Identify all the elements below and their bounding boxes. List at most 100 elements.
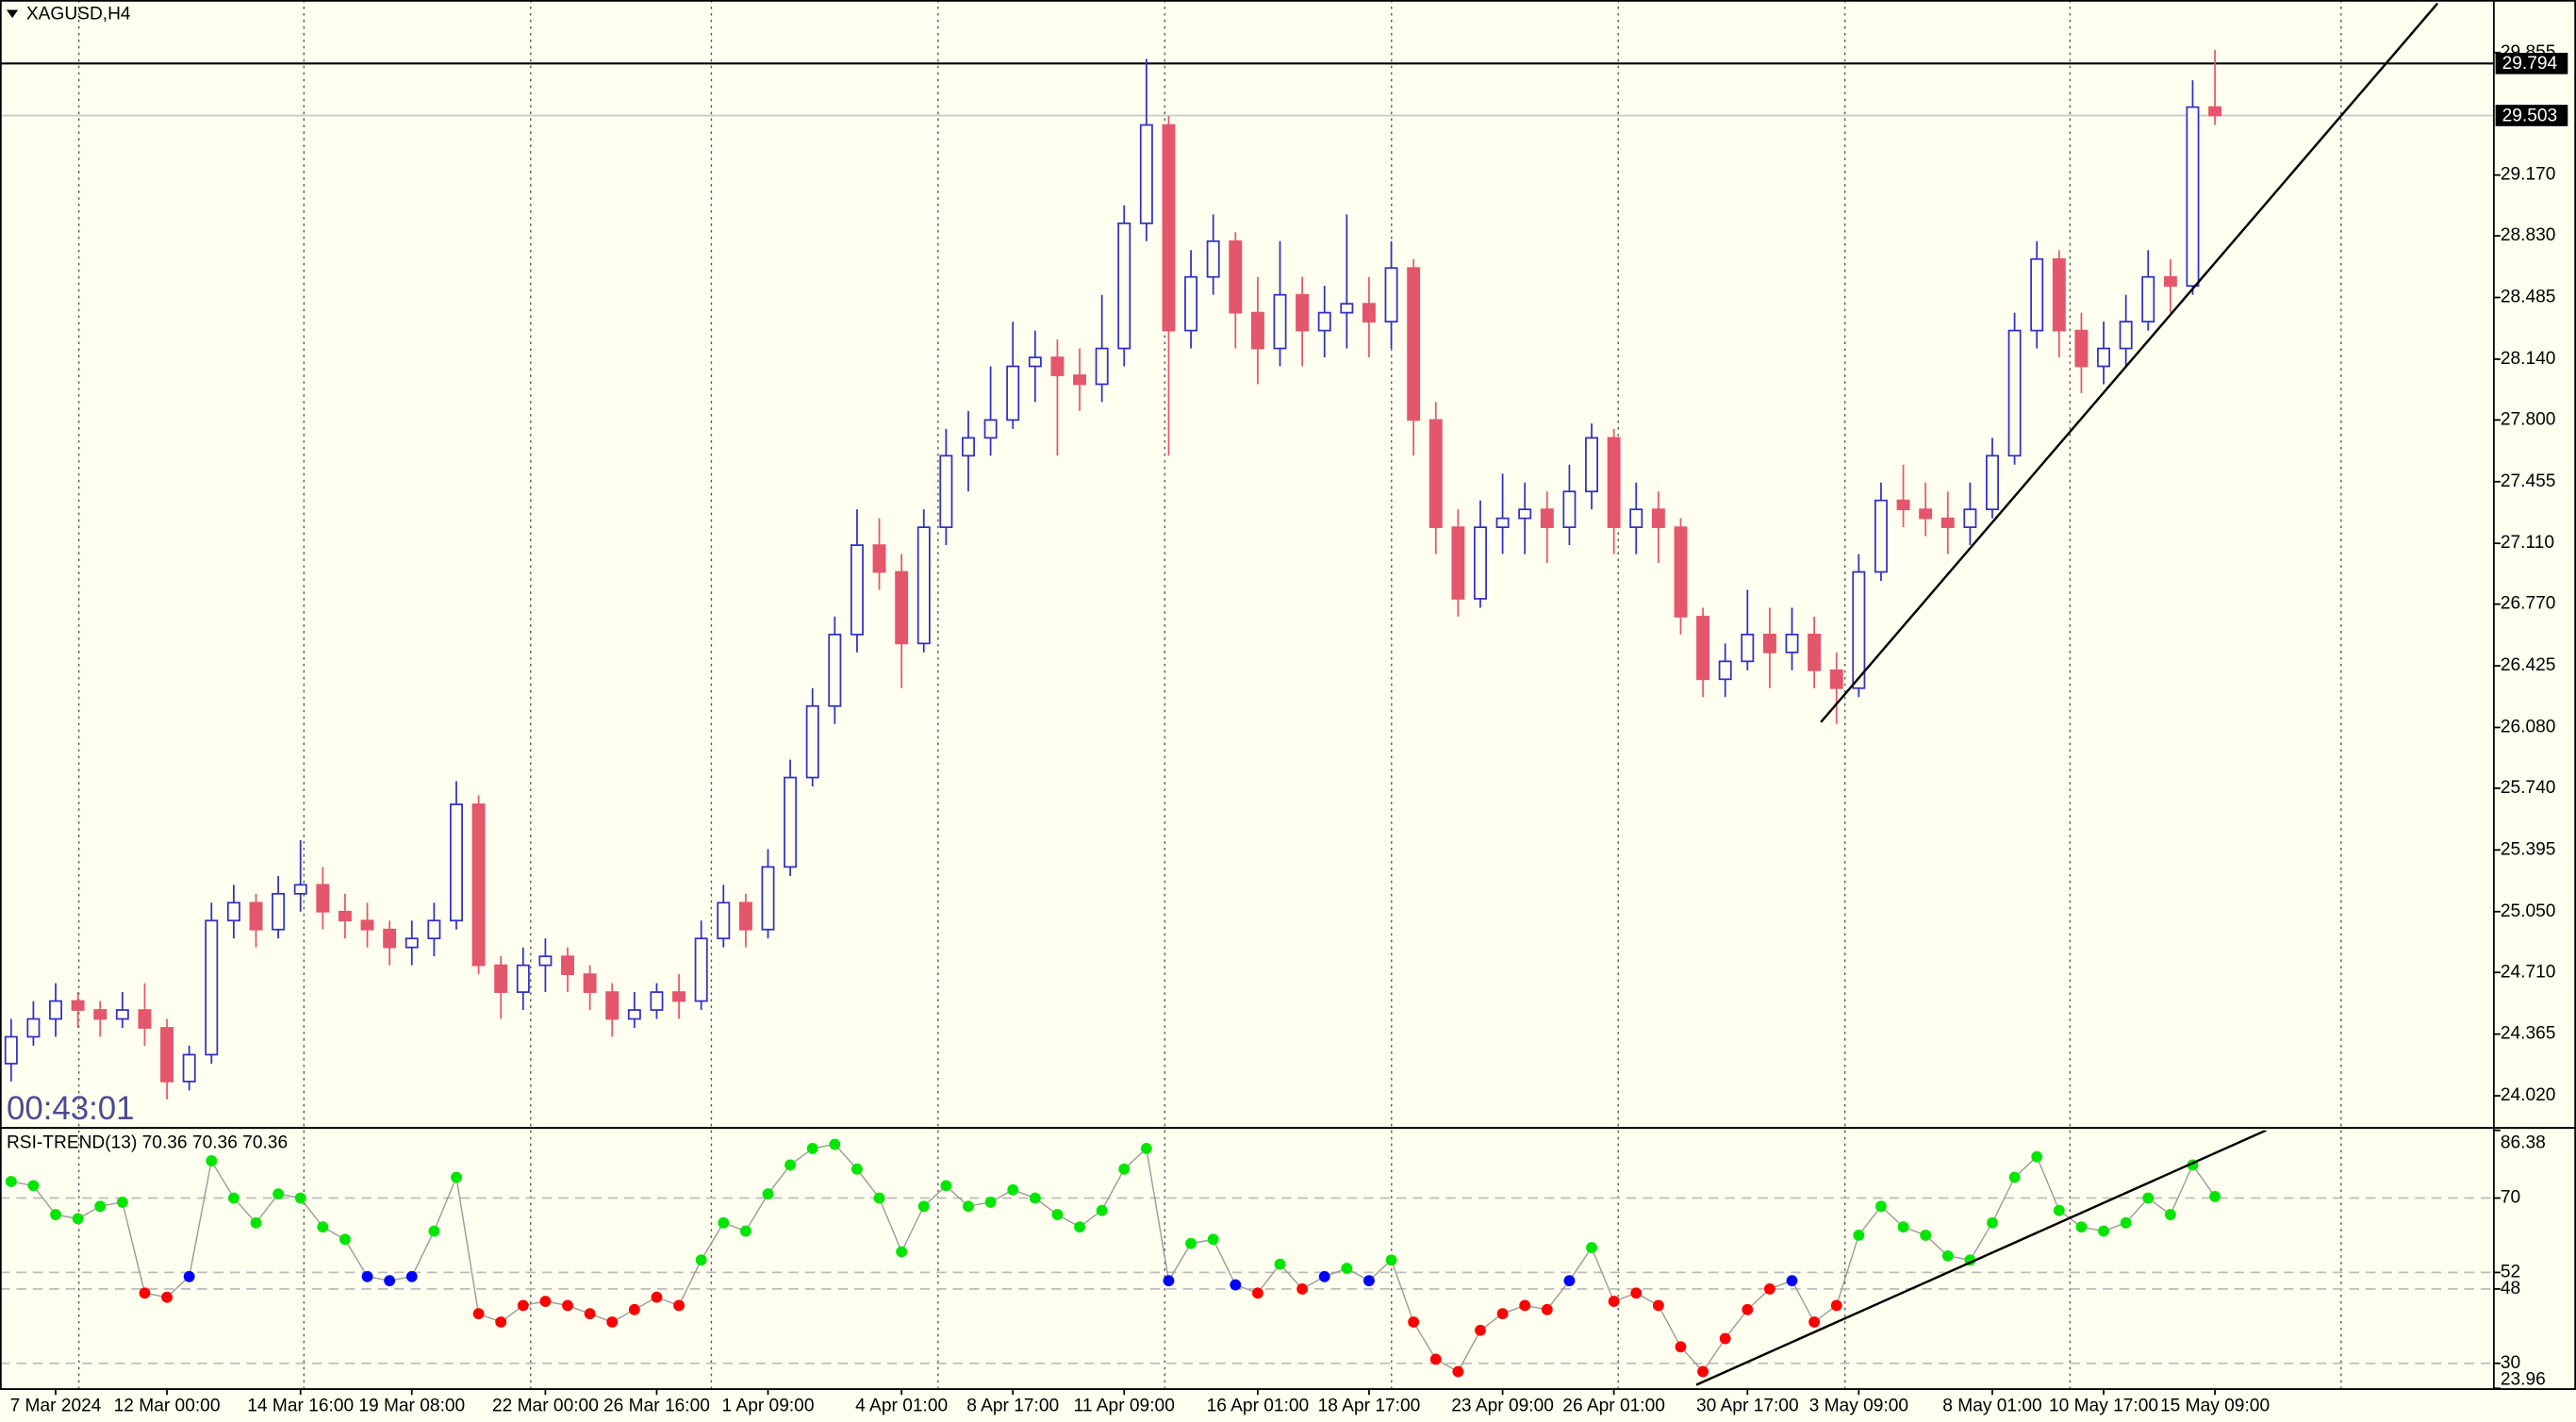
candle-body — [939, 455, 953, 529]
rsi-dot — [495, 1316, 507, 1328]
rsi-dot — [361, 1270, 373, 1282]
rsi-dot — [673, 1299, 685, 1312]
candle-body — [1741, 634, 1755, 663]
candle-body — [784, 776, 798, 868]
candle-body — [1919, 508, 1933, 520]
rsi-dot — [1987, 1216, 1998, 1229]
candle-body — [226, 901, 240, 922]
y-tick-label: 28.140 — [2501, 349, 2556, 369]
rsi-dot — [1230, 1279, 1242, 1291]
candle-body — [1518, 508, 1532, 520]
rsi-dot — [272, 1188, 285, 1200]
rsi-dot — [1140, 1143, 1152, 1154]
candle-body — [1585, 437, 1598, 493]
x-tick-label: 14 Mar 16:00 — [247, 1397, 354, 1416]
rsi-dot — [1051, 1209, 1064, 1220]
trendline — [1820, 2, 2439, 723]
rsi-dot — [405, 1270, 418, 1282]
candle-body — [1785, 634, 1799, 653]
rsi-dot — [1563, 1275, 1576, 1287]
rsi-dot — [940, 1180, 952, 1192]
y-tick-label: 26.080 — [2501, 718, 2556, 737]
y-tick-label: 25.050 — [2501, 901, 2556, 921]
rsi-dot — [206, 1155, 218, 1166]
x-tick-label: 11 Apr 09:00 — [1074, 1397, 1175, 1416]
rsi-dot — [851, 1163, 863, 1175]
rsi-dot — [451, 1171, 462, 1183]
rsi-dot — [1920, 1230, 1932, 1241]
rsi-dot — [72, 1213, 84, 1225]
rsi-dot — [1541, 1303, 1553, 1315]
rsi-dot — [250, 1216, 262, 1229]
rsi-dot — [1786, 1275, 1798, 1287]
candle-body — [2163, 275, 2177, 288]
rsi-dot — [1452, 1365, 1464, 1378]
trendline — [1695, 1130, 2267, 1386]
rsi-dot — [2008, 1171, 2021, 1183]
rsi-dot — [2098, 1225, 2109, 1237]
candle-body — [26, 1017, 41, 1038]
rsi-dot — [1408, 1316, 1420, 1328]
candle-body — [561, 955, 574, 976]
candle-body — [1028, 356, 1042, 368]
candle-body — [4, 1035, 18, 1065]
rsi-dot — [139, 1287, 151, 1299]
candle-body — [160, 1027, 174, 1083]
rsi-dot — [1519, 1299, 1531, 1312]
candle-body — [850, 544, 864, 636]
symbol-menu-arrow[interactable] — [6, 9, 19, 19]
candle-body — [1696, 616, 1710, 681]
candle-body — [1206, 240, 1220, 278]
rsi-dot — [1385, 1254, 1397, 1266]
rsi-dot — [606, 1316, 619, 1328]
candle-body — [2030, 257, 2044, 332]
candle-body — [916, 526, 931, 645]
candle-body — [1384, 267, 1398, 322]
candle-body — [1006, 365, 1020, 422]
candle-body — [962, 437, 975, 457]
x-tick-label: 3 May 09:00 — [1809, 1397, 1908, 1416]
candle-body — [2097, 347, 2111, 368]
rsi-dot — [384, 1275, 396, 1287]
candle-body — [1451, 526, 1465, 600]
rsi-dot — [50, 1209, 61, 1220]
rsi-dot — [1163, 1275, 1175, 1287]
rsi-dot — [896, 1246, 908, 1258]
candle-body — [738, 901, 752, 931]
candle-body — [650, 991, 664, 1011]
candle-body — [1651, 508, 1665, 529]
rsi-dot — [1118, 1163, 1131, 1175]
rsi-dot — [963, 1200, 974, 1213]
rsi-dot — [1697, 1365, 1709, 1378]
candle-body — [1162, 124, 1176, 332]
y-tick-label: 48 — [2501, 1279, 2520, 1298]
rsi-dot — [294, 1192, 306, 1204]
rsi-dot — [1830, 1299, 1842, 1312]
candle-body — [1986, 455, 1999, 511]
x-tick-label: 23 Apr 09:00 — [1451, 1397, 1554, 1416]
rsi-dot — [1274, 1258, 1286, 1270]
rsi-dot — [917, 1200, 930, 1213]
candle-body — [1362, 303, 1376, 322]
candle-body — [1117, 222, 1131, 350]
rsi-dot — [1897, 1221, 1909, 1233]
rsi-dot — [2142, 1192, 2155, 1204]
candle-body — [1184, 275, 1198, 332]
frame — [0, 0, 2576, 1391]
rsi-dot — [428, 1225, 440, 1237]
rsi-dot — [1941, 1249, 1954, 1262]
rsi-dot — [628, 1303, 640, 1315]
rsi-dot — [1875, 1200, 1887, 1213]
rsi-dot — [183, 1270, 195, 1282]
y-tick-label: 25.395 — [2501, 839, 2556, 859]
rsi-dot — [1808, 1316, 1821, 1328]
candle-body — [583, 973, 597, 993]
y-tick-label: 23.96 — [2501, 1370, 2546, 1390]
y-tick-label: 29.170 — [2501, 165, 2556, 185]
price-marker — [2495, 105, 2568, 126]
candle-body — [49, 1000, 62, 1020]
y-tick-label: 28.830 — [2501, 225, 2556, 245]
candle-body — [2141, 275, 2155, 322]
candle-body — [450, 803, 463, 922]
candle-body — [605, 991, 619, 1020]
